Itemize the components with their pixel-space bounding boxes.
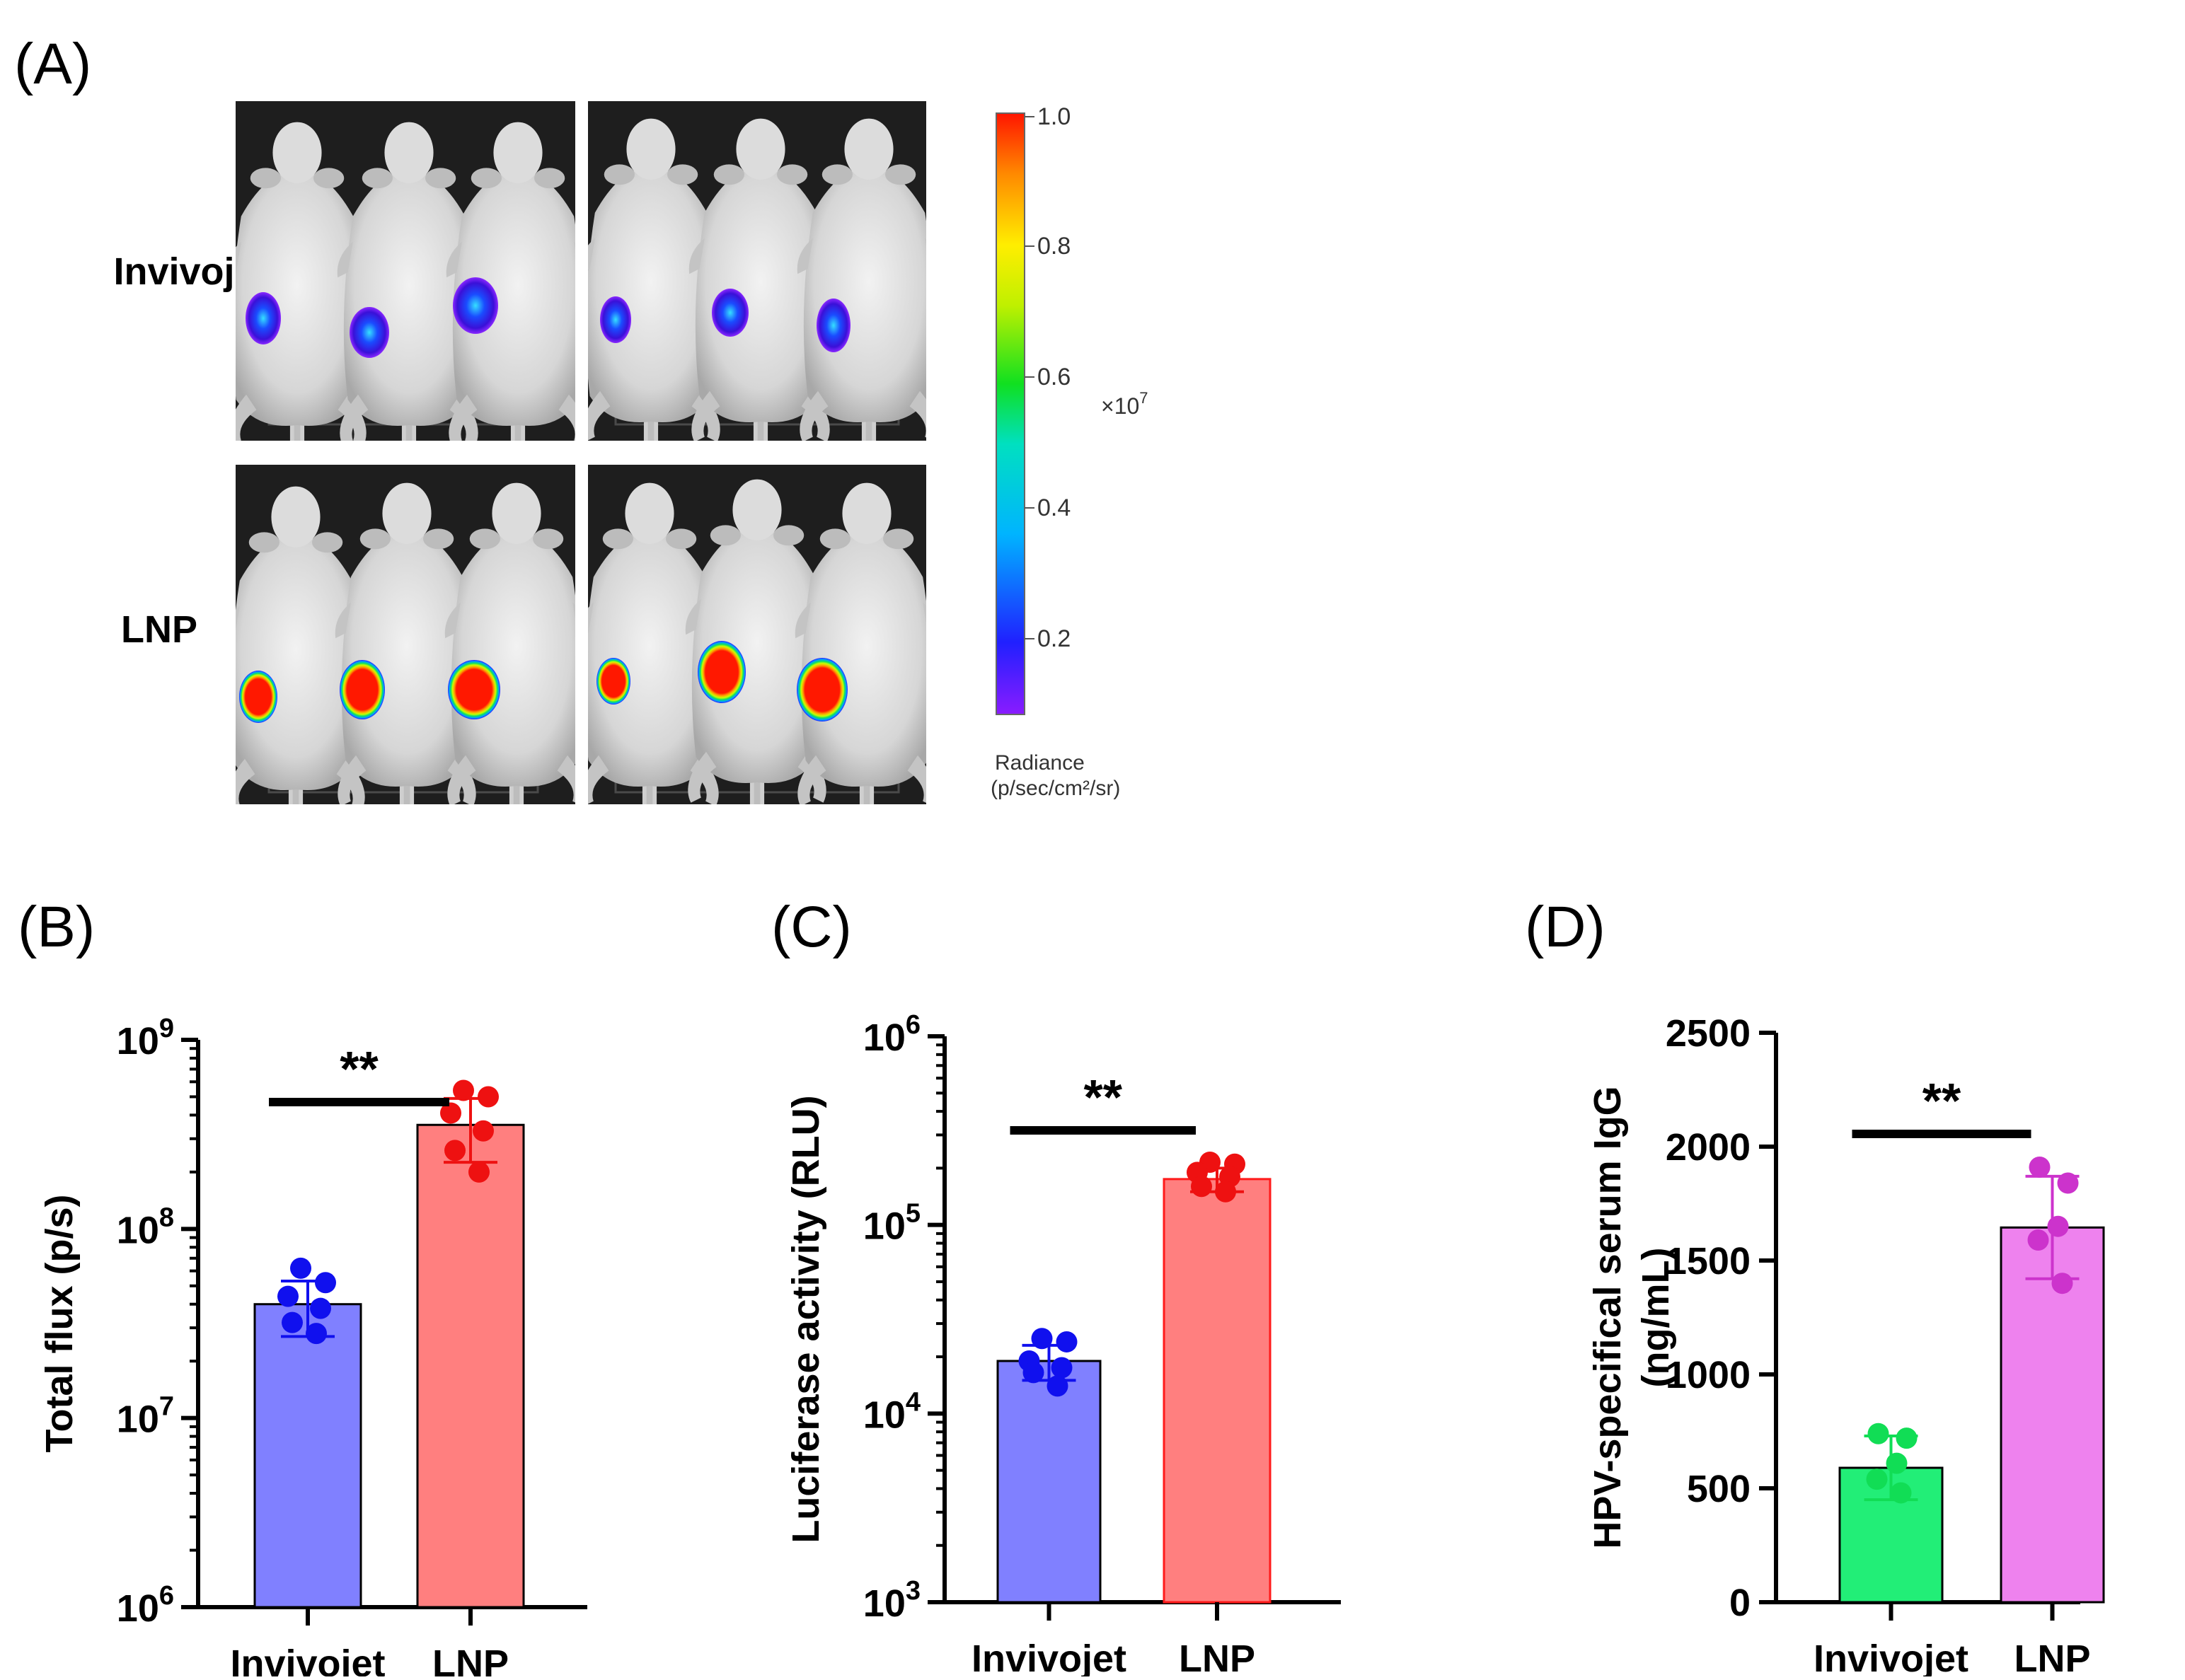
chart-d-svg: (D) 0 500 1000 1500 2000 2500 HPV-specifical se… xyxy=(1525,895,2105,1680)
photo-lnp-2 xyxy=(588,465,926,804)
y-tick-label: 500 xyxy=(1687,1468,1751,1510)
signal-spot xyxy=(453,277,498,334)
data-point xyxy=(315,1272,336,1294)
x-tick-label: LNP xyxy=(2014,1638,2091,1676)
colorbar: 1.0 0.8 0.6 0.4 0.2 ×107 Radiance (p/sec… xyxy=(991,103,1148,800)
data-point xyxy=(1896,1427,1918,1449)
colorbar-tick: 0.2 xyxy=(1037,625,1071,652)
signal-spot xyxy=(448,660,500,719)
data-point xyxy=(1886,1452,1908,1474)
chart-b: (B) 106 107 108 109 Total flux (p/s) Invivojet… xyxy=(14,891,722,1680)
data-point xyxy=(1866,1468,1888,1490)
photo-lnp-1 xyxy=(236,465,575,804)
signal-spot xyxy=(596,658,630,705)
data-point xyxy=(1031,1328,1053,1350)
colorbar-tick: 0.8 xyxy=(1037,233,1071,260)
signal-spot xyxy=(698,641,746,703)
data-point xyxy=(1867,1423,1889,1444)
data-point xyxy=(310,1297,331,1319)
significance-stars: ** xyxy=(1922,1073,1961,1128)
x-tick-label: Invivojet xyxy=(972,1638,1126,1676)
y-tick-label: 1500 xyxy=(1666,1240,1751,1282)
bar-lnp xyxy=(1163,1178,1272,1604)
panel-a-figure: (A) Invivojet LNP xyxy=(14,32,1148,804)
colorbar-gradient xyxy=(996,112,1025,715)
y-axis-label: Total flux (p/s) xyxy=(38,1195,81,1453)
signal-spot xyxy=(340,660,385,719)
data-point xyxy=(277,1285,299,1307)
data-point xyxy=(2027,1229,2049,1251)
data-point xyxy=(1022,1362,1044,1384)
data-point xyxy=(290,1257,311,1279)
y-tick-label: 106 xyxy=(863,1010,921,1059)
x-tick-label: Invivojet xyxy=(230,1643,385,1676)
colorbar-multiplier: ×107 xyxy=(1101,389,1148,419)
panel-a: (A) Invivojet LNP xyxy=(14,32,1148,804)
signal-spot xyxy=(246,292,281,344)
y-tick-label: 104 xyxy=(863,1387,921,1436)
signal-spot xyxy=(797,658,848,722)
y-axis-label: HPV-specifical serum IgG xyxy=(1586,1086,1629,1548)
colorbar-unit: (p/sec/cm²/sr) xyxy=(991,777,1120,800)
signal-spot xyxy=(600,296,631,343)
data-point xyxy=(1191,1176,1212,1198)
bar-invivojet xyxy=(253,1303,362,1609)
y-axis-label: Luciferase activity (RLU) xyxy=(785,1095,827,1543)
signal-spot xyxy=(350,307,389,358)
data-point xyxy=(1890,1482,1912,1504)
data-point xyxy=(1056,1331,1078,1352)
bar-invivojet xyxy=(996,1360,1102,1604)
y-tick-label: 105 xyxy=(863,1199,921,1248)
data-point xyxy=(2047,1215,2069,1237)
data-point xyxy=(453,1079,474,1101)
data-point xyxy=(1051,1357,1073,1379)
data-point xyxy=(306,1323,327,1345)
y-tick-label: 2500 xyxy=(1666,1012,1751,1055)
chart-d: (D) 0 500 1000 1500 2000 2500 HPV-specifical se… xyxy=(1521,891,2179,1680)
chart-b-svg: (B) 106 107 108 109 Total flux (p/s) Invivojet… xyxy=(18,895,587,1680)
data-point xyxy=(1215,1181,1236,1203)
panel-a-label: (A) xyxy=(14,32,91,96)
panel-label: (B) xyxy=(18,895,95,959)
y-tick-label: 109 xyxy=(117,1014,174,1062)
bar-lnp xyxy=(416,1123,525,1609)
data-point xyxy=(2051,1273,2073,1294)
signal-spot xyxy=(817,299,851,352)
panel-label: (D) xyxy=(1525,895,1605,959)
colorbar-tick: 0.4 xyxy=(1037,494,1071,521)
y-tick-label: 0 xyxy=(1729,1582,1751,1624)
y-tick-label: 2000 xyxy=(1666,1126,1751,1169)
data-point xyxy=(444,1140,466,1161)
x-tick-label: LNP xyxy=(432,1643,509,1676)
chart-c-svg: (C) 103 104 105 106 Luciferase activity (RLU)… xyxy=(771,895,1341,1680)
data-point xyxy=(1047,1375,1068,1397)
y-tick-label: 108 xyxy=(117,1203,174,1251)
y-axis-label-unit: (ng/mL) xyxy=(1635,1248,1677,1388)
significance-stars: ** xyxy=(340,1041,379,1096)
chart-c: (C) 103 104 105 106 Luciferase activity (RLU)… xyxy=(768,891,1475,1680)
colorbar-title: Radiance xyxy=(995,751,1085,775)
data-point xyxy=(473,1120,494,1142)
signal-spot xyxy=(239,671,277,723)
data-point xyxy=(468,1161,490,1183)
data-point xyxy=(2057,1172,2079,1194)
x-tick-label: Invivojet xyxy=(1814,1638,1968,1676)
row-label-lnp: LNP xyxy=(121,608,197,651)
significance-stars: ** xyxy=(1084,1070,1123,1125)
data-point xyxy=(282,1311,303,1333)
data-point xyxy=(2029,1156,2051,1178)
colorbar-tick: 0.6 xyxy=(1037,364,1071,390)
y-tick-label: 107 xyxy=(117,1392,174,1441)
colorbar-tick: 1.0 xyxy=(1037,103,1071,130)
data-point xyxy=(478,1086,499,1108)
photo-invivojet-1 xyxy=(236,101,575,441)
y-tick-label: 1000 xyxy=(1666,1354,1751,1396)
data-point xyxy=(440,1102,461,1124)
y-tick-label: 106 xyxy=(117,1581,174,1630)
panel-label: (C) xyxy=(771,895,852,959)
photo-invivojet-2 xyxy=(588,101,926,441)
y-tick-label: 103 xyxy=(863,1576,921,1625)
x-tick-label: LNP xyxy=(1179,1638,1255,1676)
signal-spot xyxy=(712,289,749,337)
